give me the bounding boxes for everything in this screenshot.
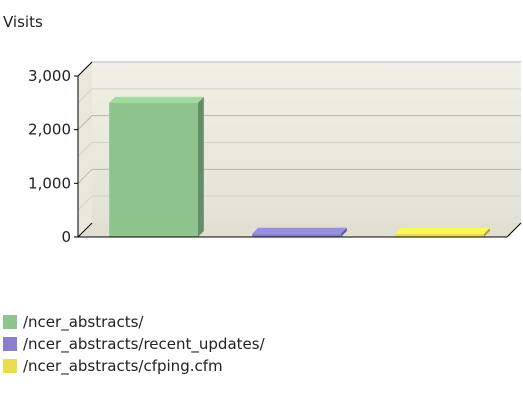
y-tick-label-1: 1,000 — [28, 174, 71, 192]
minor-gridline-2 — [77, 88, 521, 104]
legend-label-2: /ncer_abstracts/cfping.cfm — [23, 357, 223, 375]
legend-swatch-0 — [3, 315, 17, 329]
y-tick-label-3: 3,000 — [28, 67, 71, 85]
y-axis-title: Visits — [3, 13, 43, 31]
legend-swatch-2 — [3, 359, 17, 373]
chart-legend: /ncer_abstracts/ /ncer_abstracts/recent_u… — [3, 311, 265, 377]
bar-2 — [395, 234, 484, 237]
y-tick-label-0: 0 — [61, 228, 71, 246]
floor-left-edge — [77, 222, 93, 238]
bar-top-0 — [109, 96, 204, 103]
bar-1 — [252, 233, 341, 237]
legend-swatch-1 — [3, 337, 17, 351]
legend-label-1: /ncer_abstracts/recent_updates/ — [23, 335, 265, 353]
legend-item-1: /ncer_abstracts/recent_updates/ — [3, 333, 265, 355]
bar-side-0 — [197, 96, 204, 237]
bar-top-1 — [252, 227, 347, 234]
legend-item-2: /ncer_abstracts/cfping.cfm — [3, 355, 265, 377]
legend-label-0: /ncer_abstracts/ — [23, 313, 144, 331]
gridline-2 — [77, 115, 521, 131]
chart-canvas: 0 1,000 2,000 3,000 Visits — [3, 13, 522, 246]
minor-gridline-0 — [77, 195, 521, 211]
legend-item-0: /ncer_abstracts/ — [3, 311, 265, 333]
bar-side-2 — [483, 228, 490, 237]
y-tick-label-2: 2,000 — [28, 121, 71, 139]
y-axis-top-edge — [77, 61, 93, 77]
bar-top-2 — [395, 228, 490, 235]
x-axis-end-edge — [506, 222, 522, 238]
gridline-1 — [77, 168, 521, 184]
bar-side-1 — [340, 227, 347, 237]
minor-gridline-1 — [77, 142, 521, 157]
bar-0 — [109, 102, 198, 237]
